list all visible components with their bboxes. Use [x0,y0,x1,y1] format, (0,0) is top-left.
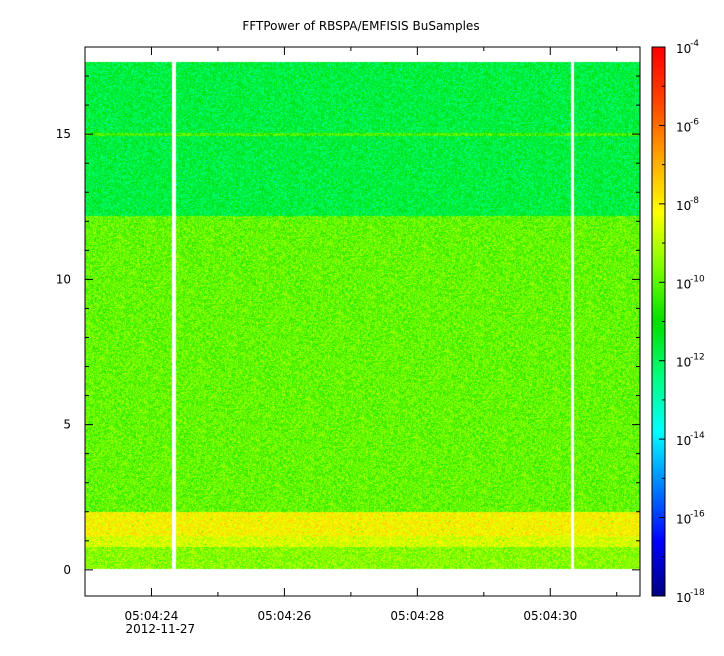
colorbar-tick-label: 10-6 [676,117,699,134]
y-axis: 0 5 10 15 [56,75,640,577]
colorbar-tick-base: 10 [676,434,691,448]
y-tick-label: 10 [56,272,71,286]
colorbar-tick-exponent: -14 [690,431,705,441]
plot-area [84,46,641,597]
x-tick-label: 05:04:30 [523,609,577,623]
colorbar-tick-label: 10-4 [676,39,699,56]
colorbar-tick-base: 10 [676,513,691,527]
colorbar-gradient [652,47,665,596]
colorbar-tick-exponent: -10 [690,274,705,284]
colorbar-tick-exponent: -16 [690,510,705,520]
y-tick-label: 15 [56,127,71,141]
colorbar-tick-exponent: -4 [690,39,699,49]
x-axis: 05:04:24 05:04:26 05:04:28 05:04:30 2012-11-… [125,47,618,636]
x-tick-label: 05:04:26 [257,609,311,623]
colorbar-tick-label: 10-12 [676,353,705,370]
colorbar-tick-base: 10 [676,277,691,291]
chart-title: FFTPower of RBSPA/EMFISIS BuSamples [242,19,479,33]
y-tick-label: 0 [63,563,71,577]
spectrogram-image [85,47,640,596]
colorbar-tick-label: 10-16 [676,510,705,527]
colorbar-tick-exponent: -18 [690,588,705,598]
colorbar-tick-base: 10 [676,591,691,605]
colorbar-tick-label: 10-18 [676,588,705,605]
colorbar-tick-exponent: -6 [690,117,699,127]
x-tick-label: 05:04:24 [125,609,179,623]
colorbar-tick-base: 10 [676,120,691,134]
colorbar-tick-base: 10 [676,42,691,56]
colorbar-tick-exponent: -8 [690,196,699,206]
colorbar-tick-label: 10-14 [676,431,705,448]
x-date-label: 2012-11-27 [125,622,195,636]
colorbar-tick-base: 10 [676,356,691,370]
colorbar-tick-base: 10 [676,199,691,213]
plot-frame [84,46,641,597]
colorbar-tick-label: 10-8 [676,196,699,213]
y-tick-label: 5 [63,418,71,432]
x-tick-label: 05:04:28 [390,609,444,623]
colorbar-tick-exponent: -12 [690,353,705,363]
colorbar-tick-label: 10-10 [676,274,705,291]
